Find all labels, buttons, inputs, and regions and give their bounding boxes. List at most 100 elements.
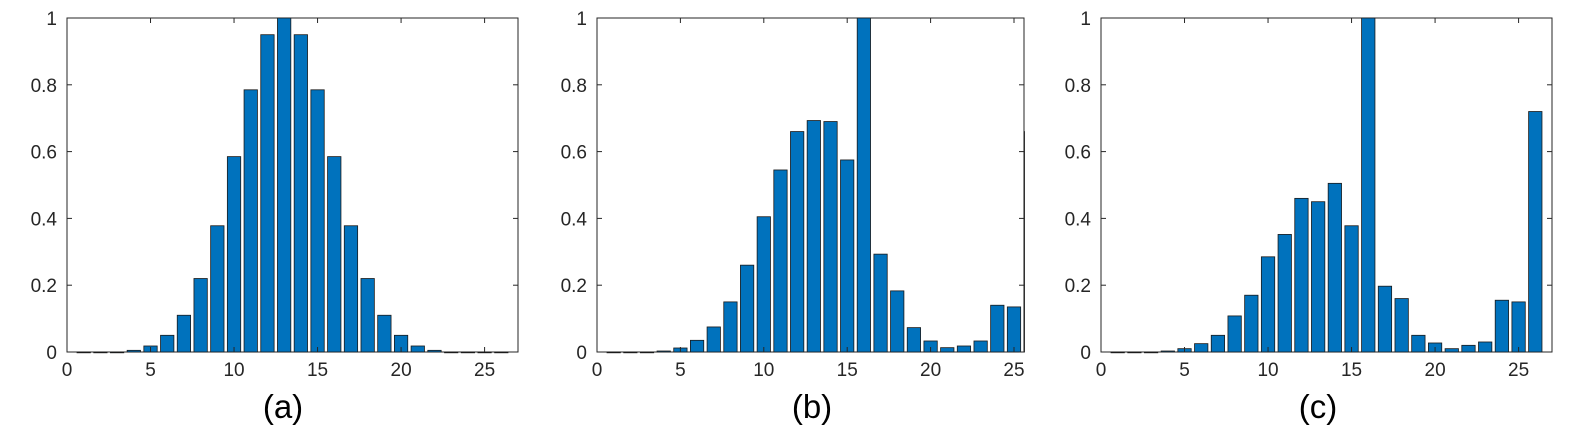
x-tick-label: 25 — [1508, 360, 1529, 381]
y-tick-label: 0.6 — [1065, 143, 1091, 164]
bar-11 — [773, 169, 788, 353]
chart-panel-1: 0 5 10 15 20 25 0 0.2 0.4 0.6 0.8 1 (a) — [31, 9, 519, 425]
bar-12 — [1294, 197, 1309, 353]
bars — [606, 17, 1025, 354]
bar-23 — [444, 351, 459, 354]
panel-caption: (b) — [792, 388, 832, 425]
y-tick-label: 0.2 — [561, 276, 587, 297]
y-tick-label: 0.6 — [561, 143, 587, 164]
plot-area — [66, 17, 519, 353]
bar-15 — [840, 159, 855, 353]
bar-9 — [740, 264, 755, 353]
bar-23 — [1478, 341, 1493, 353]
bar-14 — [1327, 182, 1342, 353]
y-tick-label: 0.2 — [1065, 276, 1091, 297]
bar-21 — [1444, 348, 1459, 353]
bar-24 — [990, 304, 1005, 353]
bar-13 — [1311, 201, 1326, 353]
x-tick-label: 15 — [837, 360, 858, 381]
bar-6 — [1194, 343, 1209, 353]
bar-1 — [606, 351, 621, 354]
x-tick-label: 15 — [1341, 360, 1362, 381]
bar-17 — [1377, 285, 1393, 353]
y-tick-label: 0.8 — [561, 76, 587, 97]
bar-24 — [460, 351, 475, 354]
y-tick-label: 0.4 — [561, 209, 588, 230]
bar-1 — [76, 351, 91, 354]
panel-caption: (c) — [1299, 388, 1337, 425]
bar-13 — [806, 120, 821, 353]
chart-panel-2: 0 5 10 15 20 25 0 0.2 0.4 0.6 0.8 1 (b) — [561, 9, 1025, 425]
y-tick-label: 1 — [46, 9, 57, 30]
bar-11 — [1277, 234, 1292, 353]
panel-caption: (a) — [263, 388, 303, 425]
bar-10 — [226, 156, 242, 353]
bar-24 — [1494, 299, 1509, 353]
x-tick-label: 20 — [920, 360, 941, 381]
bar-23 — [973, 340, 988, 353]
bar-7 — [706, 326, 721, 353]
y-tick-label: 0.6 — [31, 143, 57, 164]
x-tick-label: 5 — [145, 360, 156, 381]
bar-15 — [1344, 225, 1359, 353]
bar-3 — [1144, 351, 1159, 354]
bar-18 — [360, 278, 375, 353]
bar-13 — [277, 17, 292, 353]
bar-26 — [494, 351, 509, 354]
bar-25 — [477, 351, 492, 354]
bar-18 — [1394, 298, 1409, 353]
bar-1 — [1110, 351, 1125, 354]
bar-4 — [656, 350, 671, 353]
x-tick-label: 25 — [1003, 360, 1024, 381]
x-tick-label: 5 — [675, 360, 686, 381]
bar-14 — [293, 34, 308, 353]
bar-2 — [1127, 351, 1142, 354]
bar-17 — [343, 225, 359, 353]
x-tick-label: 10 — [1257, 360, 1278, 381]
x-tick-label: 0 — [592, 360, 603, 381]
bar-16 — [327, 156, 342, 353]
x-tick-label: 10 — [223, 360, 244, 381]
bar-4 — [1160, 350, 1175, 353]
y-tick-label: 0.4 — [1065, 209, 1092, 230]
x-tick-label: 15 — [307, 360, 328, 381]
y-tick-label: 0.4 — [31, 209, 58, 230]
x-tick-label: 20 — [391, 360, 412, 381]
x-tick-label: 10 — [753, 360, 774, 381]
y-tick-label: 0.2 — [31, 276, 57, 297]
bar-2 — [623, 351, 638, 354]
bar-4 — [126, 349, 141, 353]
bar-9 — [1244, 294, 1259, 353]
bar-9 — [210, 225, 225, 353]
bar-22 — [427, 349, 442, 353]
bars — [76, 17, 509, 354]
bar-3 — [639, 351, 655, 354]
x-tick-label: 0 — [62, 360, 73, 381]
bar-8 — [1227, 315, 1242, 353]
x-tick-label: 0 — [1096, 360, 1107, 381]
y-tick-label: 0 — [46, 343, 57, 364]
y-tick-label: 1 — [1080, 9, 1091, 30]
bar-12 — [790, 131, 805, 353]
bar-19 — [377, 314, 392, 353]
x-tick-label: 25 — [474, 360, 495, 381]
bar-22 — [1461, 344, 1476, 353]
bar-14 — [823, 121, 838, 353]
bar-2 — [93, 351, 108, 354]
bar-8 — [723, 301, 738, 353]
bar-17 — [873, 253, 888, 353]
chart-panel-3: 0 5 10 15 20 25 0 0.2 0.4 0.6 0.8 1 (c) — [1065, 9, 1553, 425]
bar-25 — [1006, 306, 1022, 353]
bar-18 — [890, 290, 905, 353]
bar-7 — [176, 314, 192, 353]
bar-22 — [956, 345, 972, 353]
bar-11 — [243, 89, 258, 353]
bar-3 — [110, 351, 125, 354]
bar-15 — [310, 89, 325, 353]
bar-12 — [260, 34, 275, 353]
y-tick-label: 0.8 — [1065, 76, 1091, 97]
bar-6 — [690, 339, 705, 353]
bar-21 — [940, 347, 955, 353]
bar-6 — [160, 334, 175, 353]
